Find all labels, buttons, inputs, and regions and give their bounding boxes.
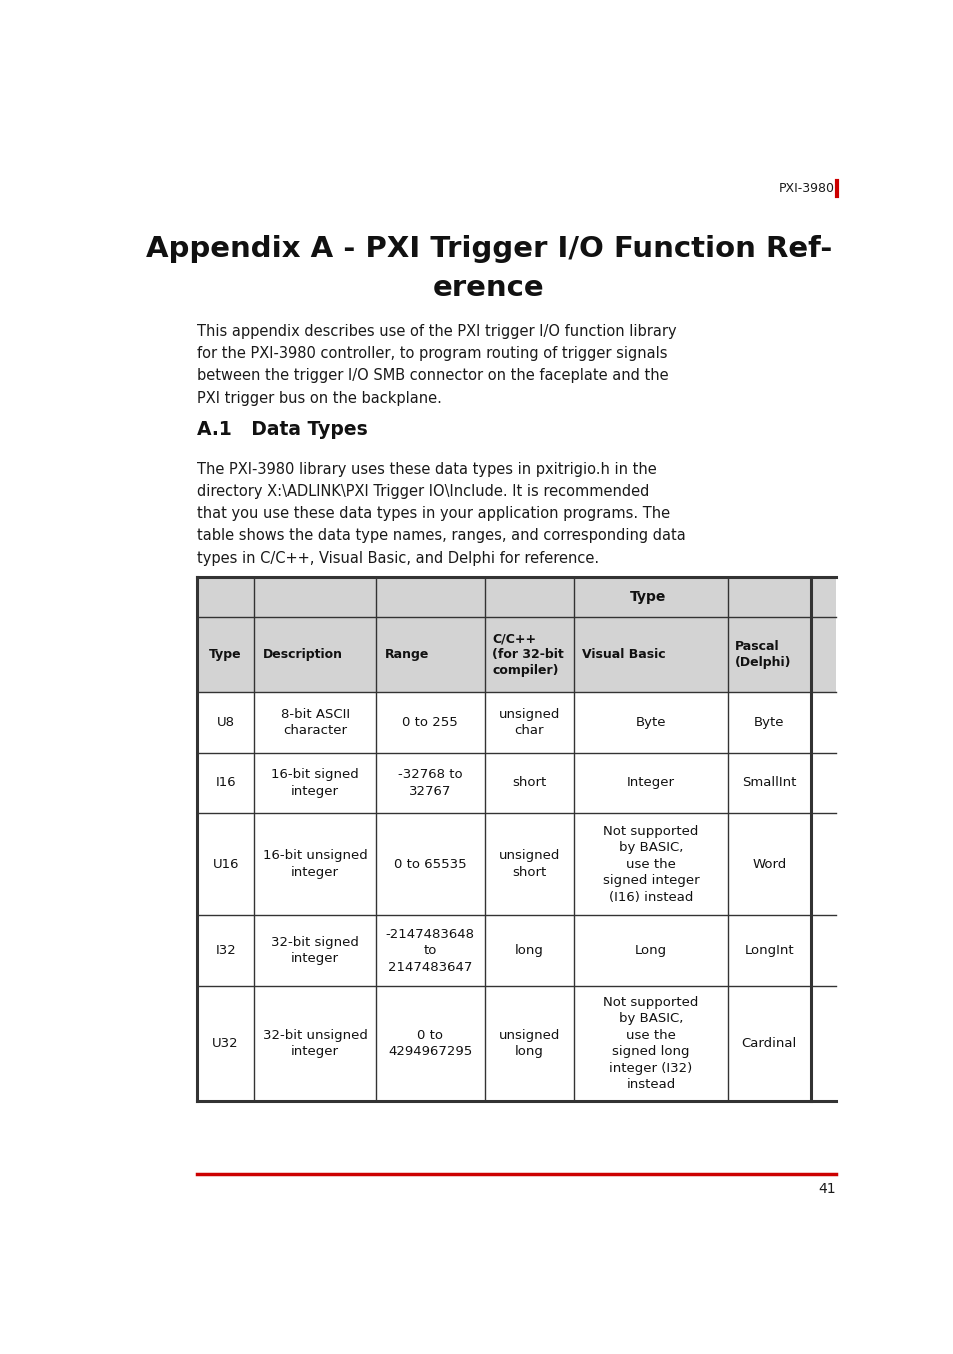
Text: Type: Type	[629, 590, 665, 604]
Text: 16-bit unsigned
integer: 16-bit unsigned integer	[262, 849, 367, 879]
Text: 32-bit unsigned
integer: 32-bit unsigned integer	[262, 1029, 367, 1059]
Text: 0 to 255: 0 to 255	[402, 716, 457, 728]
Text: unsigned
short: unsigned short	[498, 849, 559, 879]
Text: Byte: Byte	[635, 716, 665, 728]
Text: erence: erence	[433, 274, 544, 302]
Text: unsigned
char: unsigned char	[498, 708, 559, 737]
Text: short: short	[512, 776, 546, 789]
Text: I16: I16	[215, 776, 235, 789]
Text: unsigned
long: unsigned long	[498, 1029, 559, 1059]
Text: U8: U8	[216, 716, 234, 728]
Text: Description: Description	[263, 649, 343, 661]
Text: I32: I32	[215, 944, 235, 957]
Text: The PXI-3980 library uses these data types in pxitrigio.h in the
directory X:\AD: The PXI-3980 library uses these data typ…	[196, 462, 685, 566]
Text: 32-bit signed
integer: 32-bit signed integer	[271, 936, 358, 965]
Text: U16: U16	[213, 857, 238, 871]
Text: LongInt: LongInt	[743, 944, 793, 957]
Text: 0 to
4294967295: 0 to 4294967295	[388, 1029, 472, 1059]
Text: Type: Type	[209, 649, 242, 661]
Text: Long: Long	[635, 944, 666, 957]
Text: 0 to 65535: 0 to 65535	[394, 857, 466, 871]
Text: 41: 41	[818, 1182, 836, 1196]
Text: Not supported
by BASIC,
use the
signed integer
(I16) instead: Not supported by BASIC, use the signed i…	[602, 825, 699, 903]
Text: U32: U32	[213, 1037, 238, 1049]
Text: Pascal
(Delphi): Pascal (Delphi)	[735, 640, 791, 669]
Text: C/C++
(for 32-bit
compiler): C/C++ (for 32-bit compiler)	[492, 632, 563, 677]
Text: -2147483648
to
2147483647: -2147483648 to 2147483647	[385, 927, 475, 974]
Text: Integer: Integer	[626, 776, 674, 789]
Text: Not supported
by BASIC,
use the
signed long
integer (I32)
instead: Not supported by BASIC, use the signed l…	[602, 995, 698, 1091]
Text: Word: Word	[751, 857, 785, 871]
Text: This appendix describes use of the PXI trigger I/O function library
for the PXI-: This appendix describes use of the PXI t…	[196, 324, 676, 406]
Text: SmallInt: SmallInt	[741, 776, 796, 789]
Text: Appendix A - PXI Trigger I/O Function Ref-: Appendix A - PXI Trigger I/O Function Re…	[146, 236, 831, 264]
Text: Cardinal: Cardinal	[740, 1037, 796, 1049]
Text: Visual Basic: Visual Basic	[581, 649, 664, 661]
Text: -32768 to
32767: -32768 to 32767	[397, 768, 462, 798]
Text: PXI-3980: PXI-3980	[778, 181, 834, 195]
Text: 16-bit signed
integer: 16-bit signed integer	[271, 768, 358, 798]
Text: long: long	[515, 944, 543, 957]
Text: Byte: Byte	[753, 716, 783, 728]
Text: Range: Range	[384, 649, 429, 661]
Bar	[196, 577, 836, 692]
Text: A.1   Data Types: A.1 Data Types	[196, 420, 367, 439]
Text: 8-bit ASCII
character: 8-bit ASCII character	[280, 708, 350, 737]
